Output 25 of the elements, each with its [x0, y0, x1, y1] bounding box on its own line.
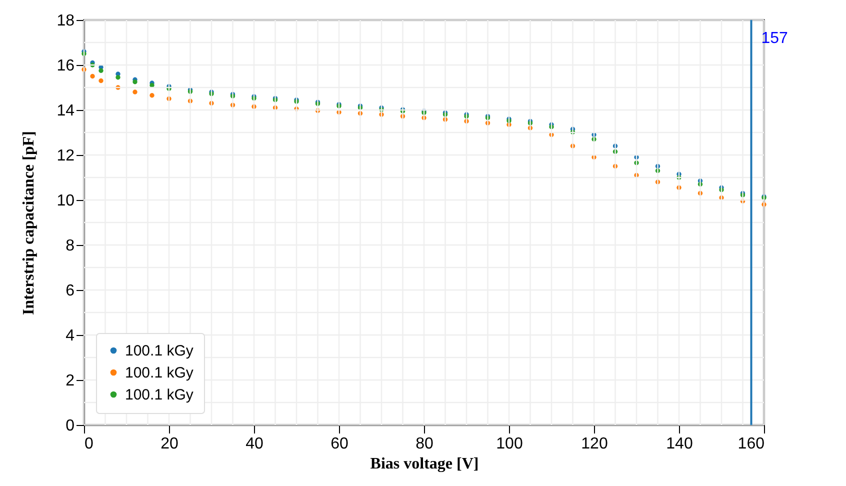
- y-tick-label: 14: [56, 102, 75, 120]
- x-tick-label: 20: [160, 436, 178, 452]
- legend-label: 100.1 kGy: [125, 364, 194, 382]
- y-tick-label: 0: [66, 418, 75, 434]
- x-tick-label: 60: [330, 436, 348, 452]
- x-tick-label: 160: [738, 436, 765, 452]
- x-tick-label: 0: [84, 436, 94, 452]
- y-axis-title: Interstrip capacitance [pF]: [20, 131, 38, 315]
- x-axis-title: Bias voltage [V]: [370, 456, 479, 472]
- y-tick-label: 6: [66, 282, 75, 300]
- x-tick-label: 120: [581, 436, 608, 452]
- y-tick-label: 4: [66, 328, 75, 344]
- y-tick-label: 16: [56, 58, 75, 74]
- x-tick-label: 80: [416, 436, 434, 452]
- legend-label: 100.1 kGy: [125, 342, 194, 360]
- x-tick-label: 40: [246, 436, 264, 452]
- y-tick-label: 2: [66, 372, 75, 390]
- legend-label: 100.1 kGy: [125, 386, 194, 404]
- y-tick-label: 8: [66, 238, 75, 254]
- x-tick-label: 140: [666, 436, 693, 452]
- ref-line-label: 157: [761, 30, 788, 47]
- x-tick-label: 100: [496, 436, 523, 452]
- y-tick-label: 18: [56, 12, 75, 30]
- y-tick-label: 12: [56, 148, 75, 164]
- y-tick-label: 10: [56, 192, 75, 210]
